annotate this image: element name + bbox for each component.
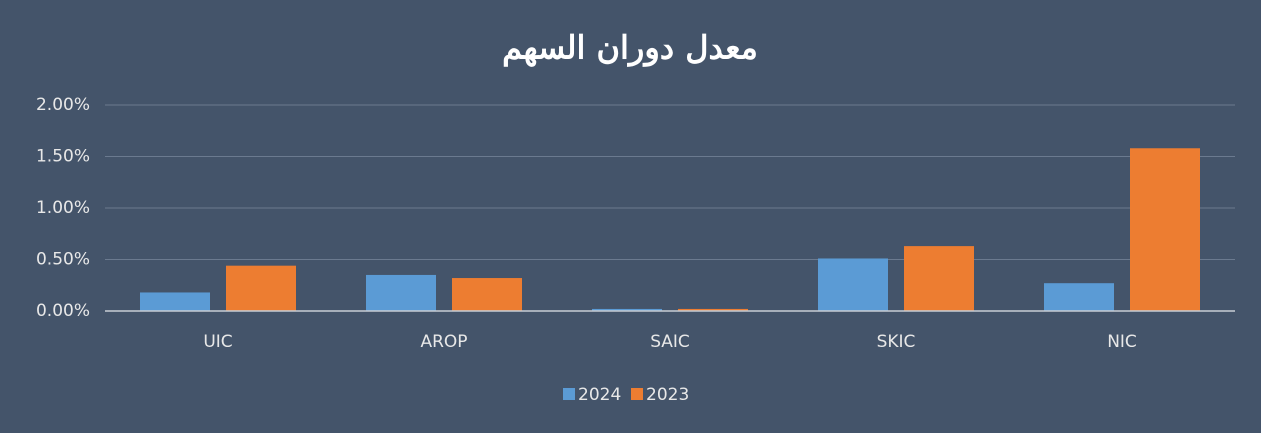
x-tick-label: SKIC <box>877 332 916 352</box>
x-tick-label: AROP <box>420 332 467 352</box>
legend-swatch <box>563 388 575 400</box>
x-tick-label: SAIC <box>650 332 690 352</box>
x-tick-label: NIC <box>1107 332 1137 352</box>
y-tick-label: 0.00% <box>36 301 90 321</box>
y-tick-label: 1.50% <box>36 147 90 167</box>
bar <box>1130 148 1200 311</box>
bar <box>678 308 748 311</box>
legend-label: 2023 <box>646 385 689 405</box>
bar <box>904 246 974 311</box>
bar <box>592 308 662 311</box>
y-tick-label: 1.00% <box>36 198 90 218</box>
y-tick-label: 2.00% <box>36 95 90 115</box>
bar <box>366 274 436 311</box>
bar <box>140 292 210 311</box>
x-tick-label: UIC <box>203 332 232 352</box>
y-tick-label: 0.50% <box>36 250 90 270</box>
chart-title: معدل دوران السهم <box>502 29 758 68</box>
bar <box>226 265 296 311</box>
legend-swatch <box>631 388 643 400</box>
bar <box>818 258 888 311</box>
bar <box>452 278 522 311</box>
bar <box>1044 283 1114 311</box>
legend-label: 2024 <box>578 385 621 405</box>
